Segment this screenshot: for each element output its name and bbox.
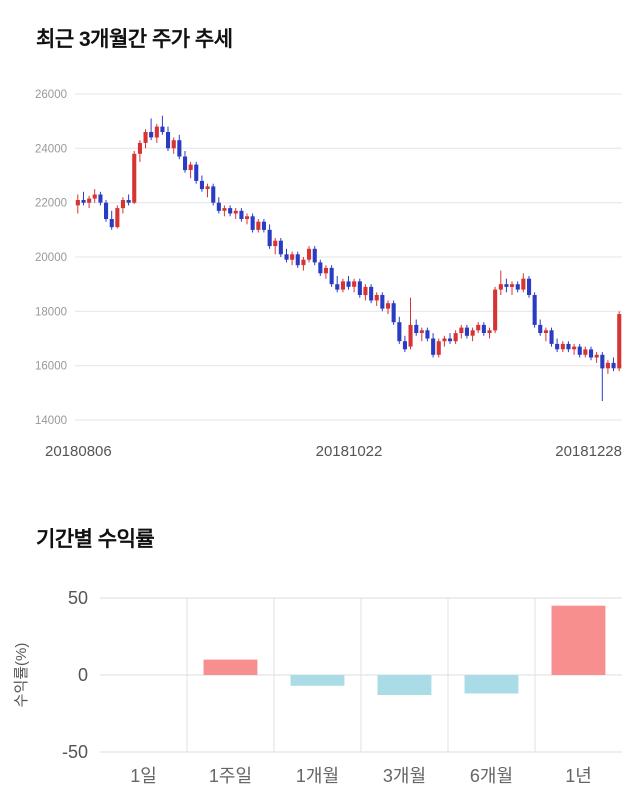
svg-text:20181228: 20181228 [555, 443, 622, 460]
svg-text:1일: 1일 [130, 766, 157, 786]
bar-chart-svg: 50 0 -50 1일 1주일 1개월 3개월 6개월 1년 수익률(%) [13, 588, 622, 786]
svg-text:1주일: 1주일 [209, 766, 252, 786]
svg-text:수익률(%): 수익률(%) [13, 643, 30, 708]
svg-text:14000: 14000 [35, 415, 67, 427]
candlestick-svg: 26000 24000 22000 20000 18000 16000 14000 20180… [35, 89, 622, 460]
svg-text:50: 50 [68, 588, 88, 608]
svg-text:6개월: 6개월 [470, 766, 513, 786]
svg-text:22000: 22000 [35, 198, 67, 210]
svg-text:1개월: 1개월 [296, 766, 339, 786]
returns-chart-title: 기간별 수익률 [36, 528, 155, 551]
svg-text:20000: 20000 [35, 252, 67, 264]
svg-text:24000: 24000 [35, 143, 67, 155]
svg-text:0: 0 [78, 665, 88, 685]
svg-text:-50: -50 [62, 742, 88, 762]
svg-text:3개월: 3개월 [383, 766, 426, 786]
svg-text:26000: 26000 [35, 89, 67, 101]
price-chart-title: 최근 3개월간 주가 추세 [36, 28, 233, 51]
svg-text:20180806: 20180806 [45, 443, 112, 460]
svg-text:16000: 16000 [35, 361, 67, 373]
svg-text:1년: 1년 [565, 766, 592, 786]
returns-bar-chart: 50 0 -50 1일 1주일 1개월 3개월 6개월 1년 수익률(%) [0, 588, 640, 800]
svg-text:20181022: 20181022 [316, 443, 383, 460]
price-candlestick-chart: 26000 24000 22000 20000 18000 16000 14000 20180… [0, 82, 640, 470]
svg-text:18000: 18000 [35, 306, 67, 318]
